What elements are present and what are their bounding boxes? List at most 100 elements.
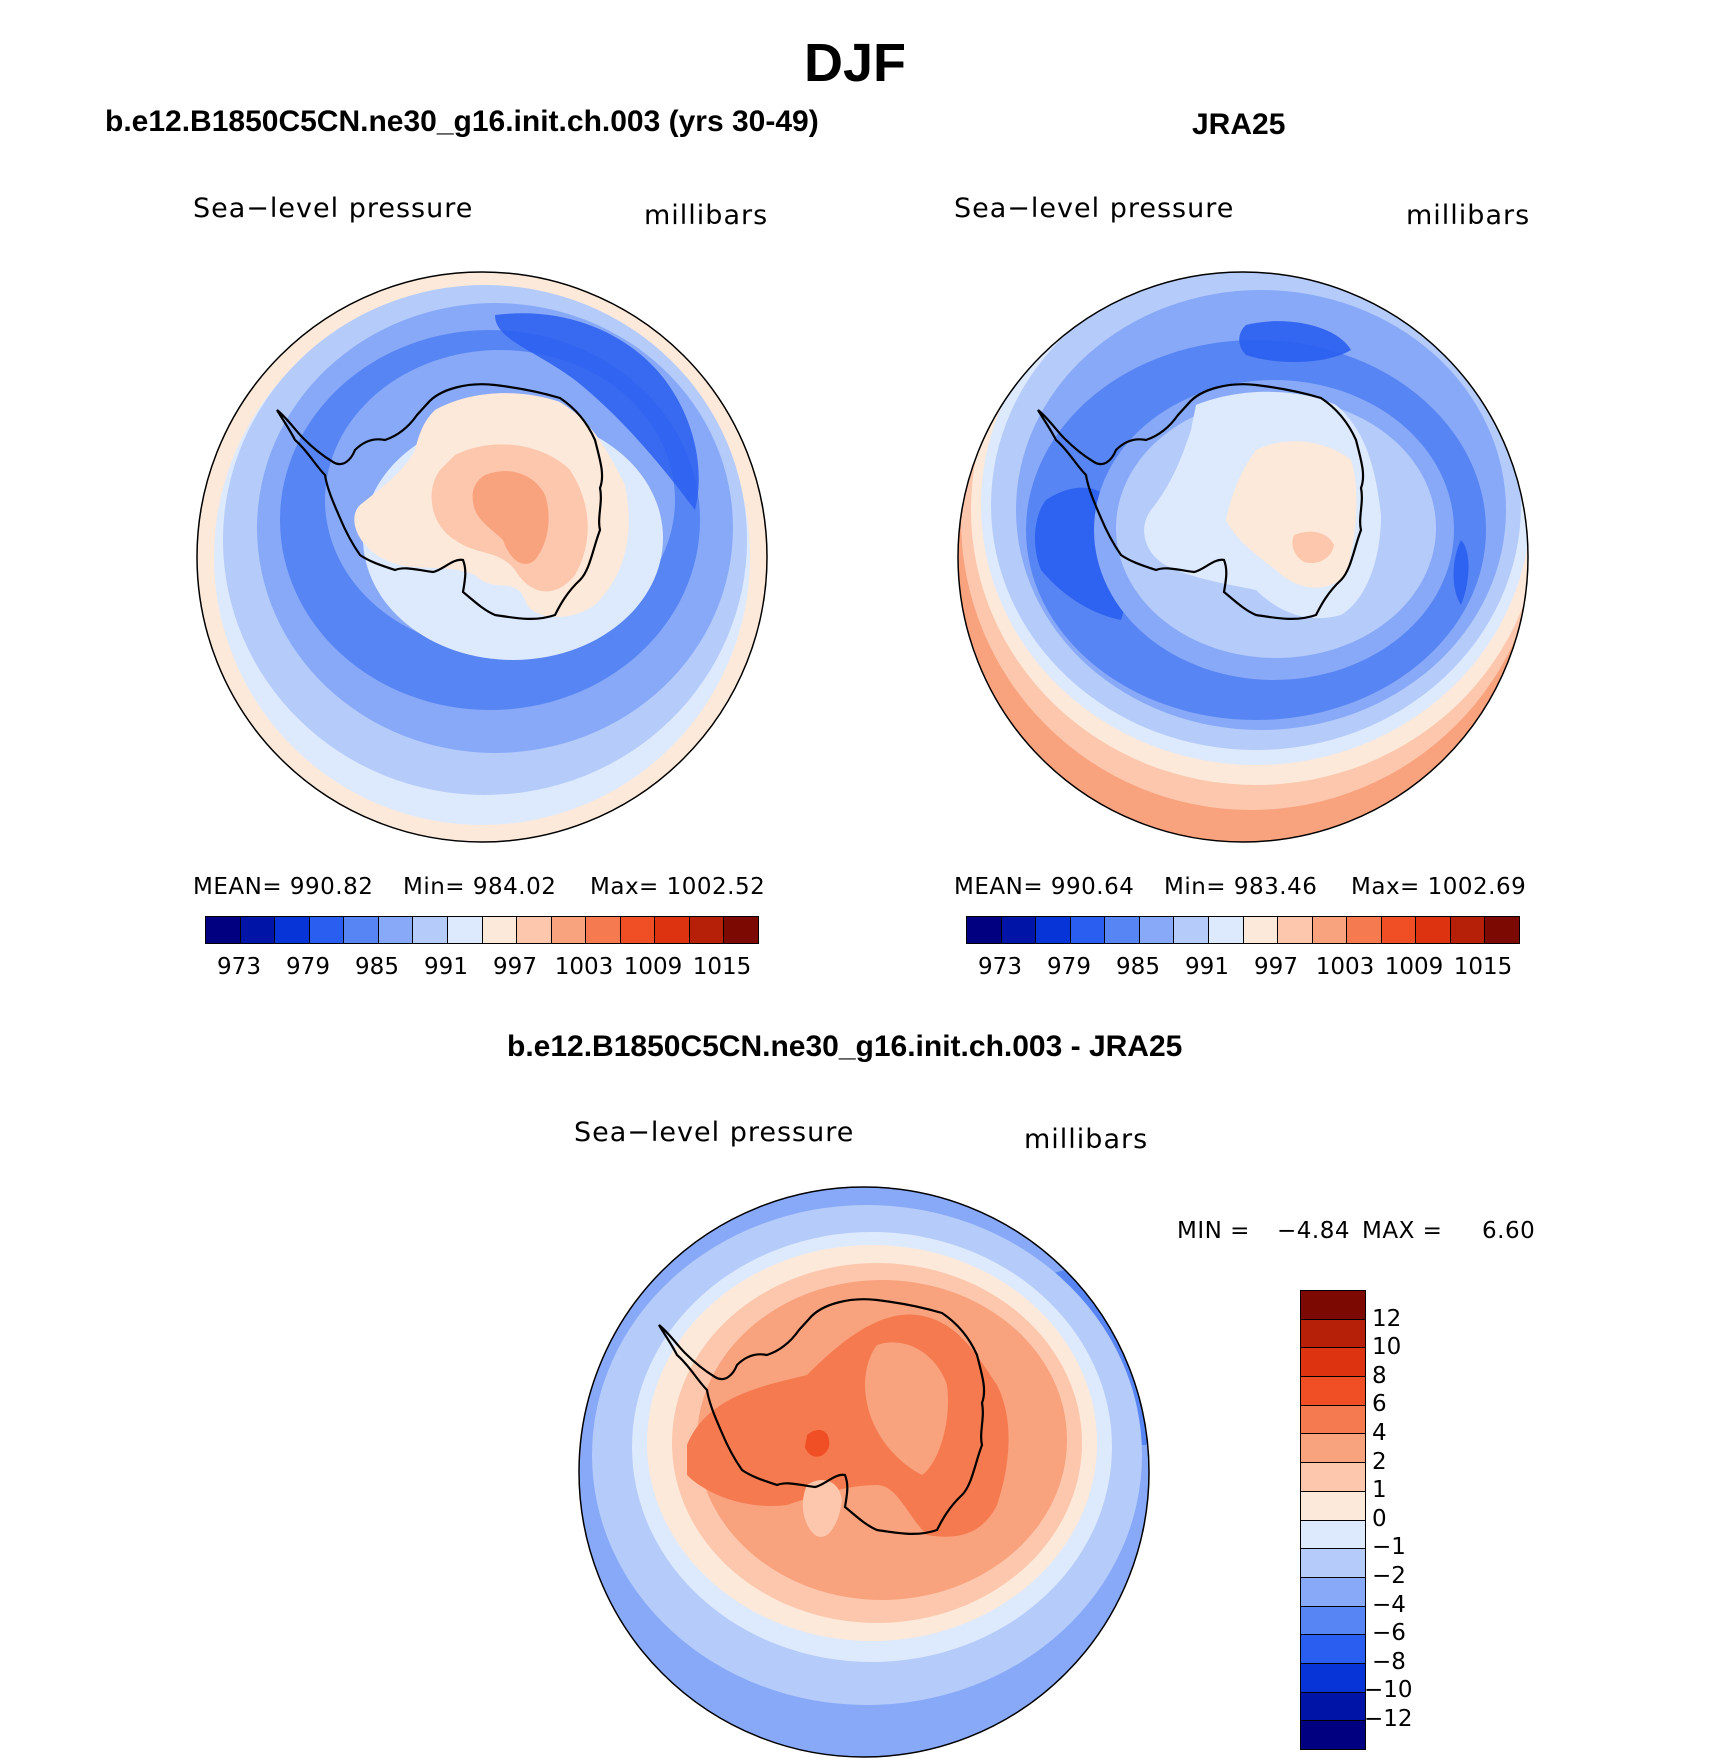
panel2-low-cell-east (1453, 540, 1469, 605)
panel3-cbar-tick: 1 (1372, 1477, 1387, 1503)
panel1-cbar-swatch (447, 917, 483, 943)
panel1-polar-map (196, 271, 768, 843)
panel2-coastline (1037, 383, 1365, 620)
panel1-cbar-tick: 1003 (554, 954, 614, 980)
panel2-cbar-swatch (1070, 917, 1106, 943)
panel2-cbar-swatch (1347, 917, 1382, 943)
panel1-continent-core (472, 471, 549, 564)
panel1-title: b.e12.B1850C5CN.ne30_g16.init.ch.003 (yr… (105, 105, 819, 138)
panel3-cbar-swatch (1301, 1463, 1365, 1492)
panel3-cbar-tick: 4 (1372, 1420, 1387, 1446)
panel3-max-value: 6.60 (1482, 1218, 1536, 1244)
panel3-cbar-swatch (1301, 1663, 1365, 1693)
panel1-cbar-swatch (378, 917, 414, 943)
panel3-cbar-tick: −12 (1364, 1706, 1413, 1732)
panel1-cbar-swatch (620, 917, 656, 943)
panel1-cbar-swatch (724, 917, 758, 943)
panel2-cbar-swatch (1312, 917, 1348, 943)
panel3-cbar-swatch (1301, 1377, 1365, 1406)
panel2-cbar-tick: 1009 (1384, 954, 1444, 980)
panel3-cbar-swatch (1301, 1520, 1365, 1550)
panel2-cbar-swatch (1278, 917, 1313, 943)
panel2-cbar-swatch (1036, 917, 1071, 943)
panel2-cbar-tick: 991 (1185, 954, 1229, 980)
panel3-cbar-tick: −4 (1372, 1592, 1406, 1618)
panel2-cbar-swatch (1485, 917, 1519, 943)
panel2-variable: Sea−level pressure (954, 193, 1235, 224)
panel1-min: Min= 984.02 (403, 874, 557, 900)
panel3-cbar-swatch (1301, 1577, 1365, 1607)
panel3-cbar-swatch (1301, 1434, 1365, 1464)
panel1-cbar-swatch (206, 917, 241, 943)
panel2-cbar-swatch (1001, 917, 1037, 943)
panel1-cbar-swatch (240, 917, 276, 943)
panel2-cbar-swatch (1139, 917, 1175, 943)
panel3-cbar-tick: −2 (1372, 1563, 1406, 1589)
panel3-inner-f9 (865, 1342, 948, 1475)
panel2-cbar-swatch (967, 917, 1002, 943)
panel1-cbar-tick: 979 (286, 954, 330, 980)
panel3-min-label: MIN = (1177, 1218, 1250, 1244)
panel1-cbar-tick: 973 (217, 954, 261, 980)
panel1-cbar-swatch (344, 917, 379, 943)
panel2-cbar-swatch (1208, 917, 1244, 943)
panel2-polar-map (957, 271, 1529, 843)
panel3-variable: Sea−level pressure (574, 1117, 855, 1148)
panel3-polar-map (578, 1186, 1150, 1758)
panel1-cbar-swatch (655, 917, 690, 943)
panel2-min: Min= 983.46 (1164, 874, 1318, 900)
panel1-colorbar (205, 916, 759, 944)
panel3-cbar-tick: 12 (1372, 1306, 1402, 1332)
panel1-cbar-swatch (275, 917, 310, 943)
panel1-cbar-swatch (309, 917, 345, 943)
panel1-cbar-tick: 997 (493, 954, 537, 980)
panel2-cbar-swatch (1416, 917, 1451, 943)
panel2-cbar-tick: 985 (1116, 954, 1160, 980)
panel3-cbar-swatch (1301, 1635, 1365, 1664)
panel3-cbar-tick: 0 (1372, 1506, 1387, 1532)
panel3-cbar-swatch (1301, 1291, 1365, 1320)
panel3-cbar-swatch (1301, 1348, 1365, 1378)
panel3-min-value: −4.84 (1277, 1218, 1350, 1244)
panel3-cbar-swatch (1301, 1405, 1365, 1435)
panel1-cbar-swatch (517, 917, 552, 943)
panel3-max-cell (805, 1429, 830, 1457)
panel3-cbar-swatch (1301, 1692, 1365, 1722)
panel2-max: Max= 1002.69 (1351, 874, 1527, 900)
panel1-low-cell (495, 313, 699, 510)
panel2-map-border (957, 271, 1529, 843)
panel3-cbar-tick: 6 (1372, 1391, 1387, 1417)
panel2-cbar-tick: 1015 (1453, 954, 1513, 980)
panel3-colorbar (1300, 1290, 1366, 1750)
panel1-units: millibars (644, 200, 769, 231)
panel1-map-border (196, 271, 768, 843)
panel1-mean: MEAN= 990.82 (193, 874, 374, 900)
panel2-cbar-swatch (1450, 917, 1486, 943)
panel2-continent-core (1292, 531, 1334, 564)
panel1-cbar-swatch (482, 917, 518, 943)
panel1-cbar-swatch (413, 917, 448, 943)
panel3-cbar-tick: −8 (1372, 1649, 1406, 1675)
panel3-coastline (658, 1298, 986, 1535)
panel2-cbar-tick: 1003 (1315, 954, 1375, 980)
panel2-cbar-swatch (1381, 917, 1417, 943)
panel2-mean: MEAN= 990.64 (954, 874, 1135, 900)
panel3-cbar-swatch (1301, 1319, 1365, 1349)
panel1-cbar-tick: 1015 (692, 954, 752, 980)
panel2-cbar-tick: 997 (1254, 954, 1298, 980)
panel2-cbar-swatch (1243, 917, 1279, 943)
panel2-cbar-swatch (1174, 917, 1209, 943)
panel3-cbar-tick: −6 (1372, 1620, 1406, 1646)
panel3-cbar-tick: 8 (1372, 1363, 1387, 1389)
panel3-cbar-tick: 2 (1372, 1449, 1387, 1475)
panel1-max: Max= 1002.52 (590, 874, 766, 900)
panel2-cbar-tick: 973 (978, 954, 1022, 980)
panel3-wedge (802, 1480, 842, 1537)
panel2-units: millibars (1406, 200, 1531, 231)
panel3-cbar-swatch (1301, 1491, 1365, 1521)
panel3-cbar-tick: −10 (1364, 1677, 1413, 1703)
panel3-units: millibars (1024, 1124, 1149, 1155)
panel3-cbar-swatch (1301, 1721, 1365, 1749)
panel1-variable: Sea−level pressure (193, 193, 474, 224)
panel3-cbar-swatch (1301, 1606, 1365, 1636)
